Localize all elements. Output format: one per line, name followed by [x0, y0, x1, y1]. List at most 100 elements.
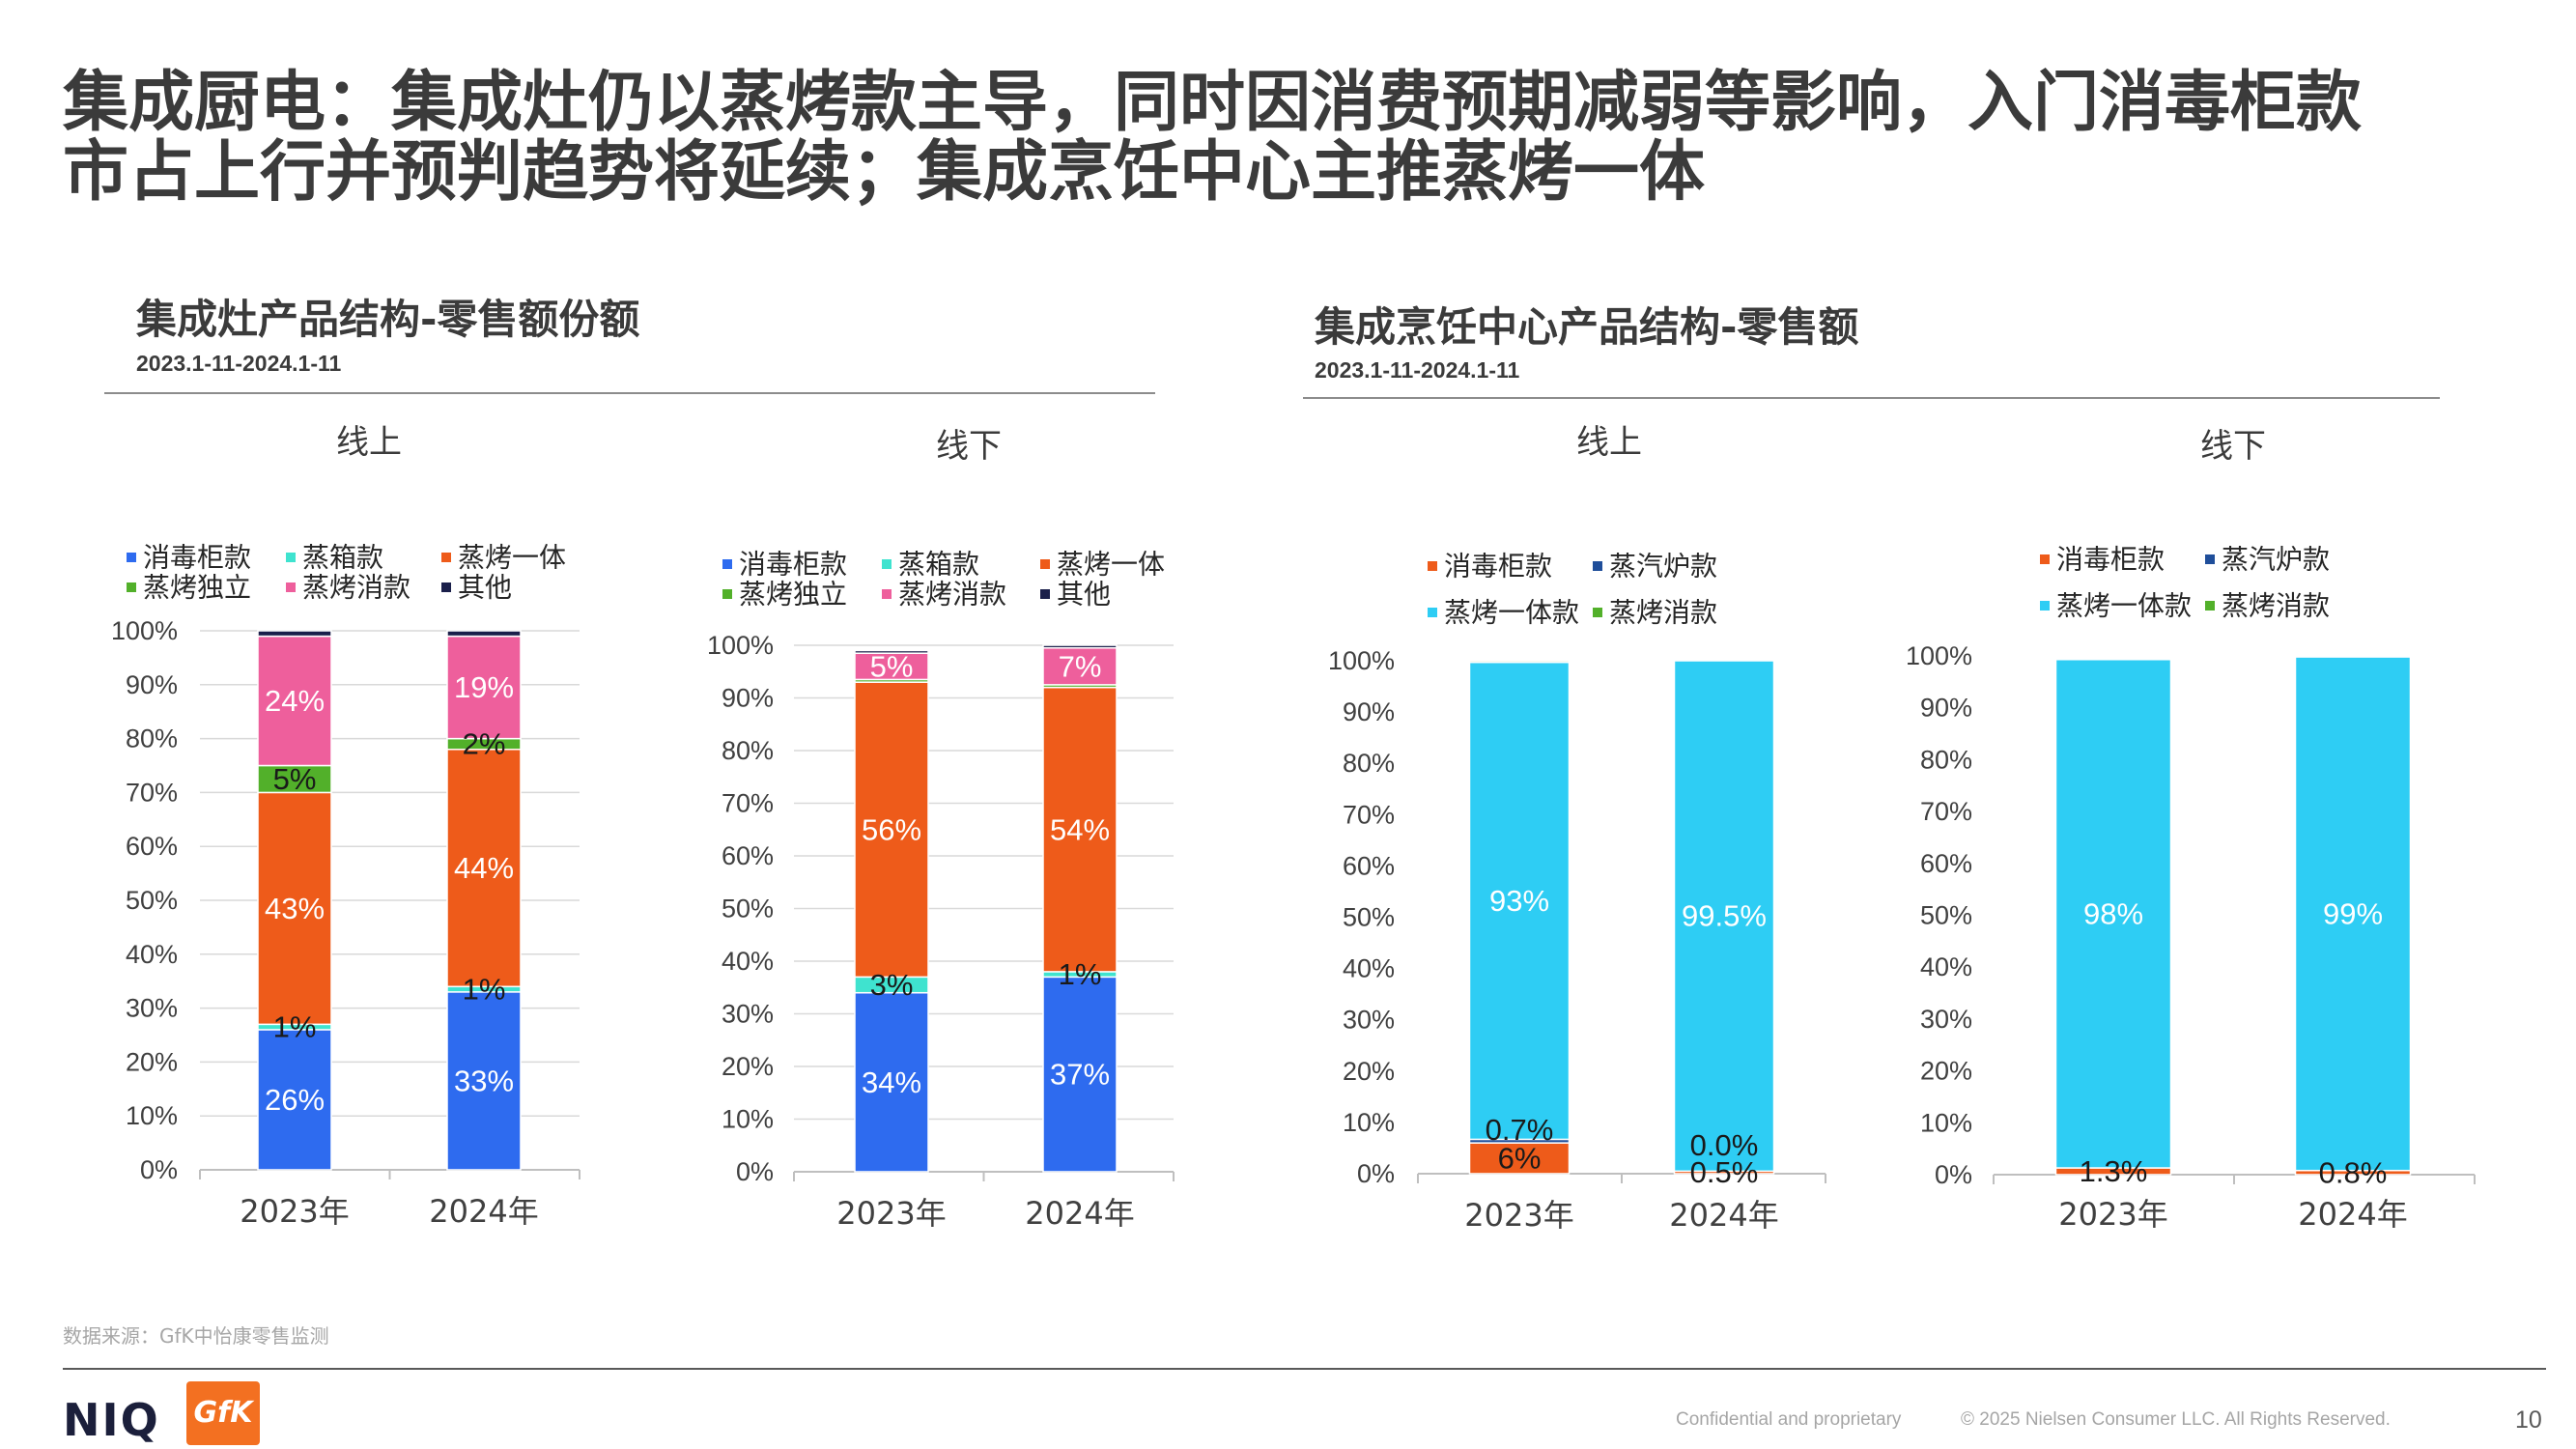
y-tick-label: 0% [736, 1157, 774, 1186]
legend-label: 蒸烤消款 [302, 572, 410, 604]
legend-item: 蒸烤消款 [882, 579, 1006, 611]
legend-swatch [2040, 601, 2050, 611]
y-tick-label: 40% [722, 947, 774, 976]
page-number: 10 [2515, 1406, 2542, 1434]
legend-item: 蒸烤独立 [127, 572, 251, 604]
bars [257, 630, 522, 1171]
y-tick-label: 50% [126, 886, 178, 915]
x-tick-label: 2024年 [1025, 1195, 1134, 1232]
x-tick-label: 2023年 [836, 1195, 946, 1232]
legend-swatch [1428, 608, 1437, 617]
legend-label: 蒸烤一体款 [1444, 597, 1579, 629]
legend-label: 蒸烤独立 [143, 572, 251, 604]
data-label: 0.0% [1690, 1128, 1759, 1162]
axes: 0% 10% 20% 30% 40% 50% 60% 70% 80% 90% 100% 2023年 20… [111, 616, 580, 1230]
legend-item: 其他 [1040, 579, 1111, 611]
legend-label: 消毒柜款 [143, 542, 251, 574]
y-tick-label: 20% [722, 1052, 774, 1081]
y-tick-label: 100% [1906, 641, 1972, 670]
y-tick-label: 20% [126, 1047, 178, 1076]
data-label: 26% [265, 1083, 325, 1117]
data-label: 5% [273, 762, 317, 796]
legend-item: 蒸箱款 [882, 549, 979, 581]
axes: 0% 10% 20% 30% 40% 50% 60% 70% 80% 90% 100% 2023年 20… [707, 631, 1175, 1232]
x-tick-label: 2023年 [1464, 1197, 1573, 1234]
legend-item: 其他 [441, 572, 512, 604]
legend-swatch [1593, 561, 1602, 571]
y-tick-label: 100% [707, 631, 774, 660]
legend-item: 蒸烤一体 [1040, 549, 1165, 581]
bar-segment [1042, 686, 1118, 973]
bar-segment [257, 764, 332, 794]
y-tick-label: 30% [126, 994, 178, 1023]
data-label: 44% [454, 851, 514, 885]
data-label: 33% [454, 1064, 514, 1097]
niq-logo: NIQ [63, 1394, 160, 1446]
bars [1468, 660, 1775, 1175]
data-label: 43% [265, 892, 325, 925]
bars [854, 644, 1118, 1173]
bar-segment [446, 991, 522, 1171]
chart-subtitle-stove-offline: 线下 [936, 427, 1002, 466]
x-tick-label: 2023年 [2058, 1196, 2167, 1233]
data-labels: 1.3% 98% 0.8% 99% [2080, 896, 2388, 1189]
x-tick-label: 2024年 [429, 1193, 538, 1230]
data-label: 34% [862, 1065, 921, 1099]
legend-label: 消毒柜款 [2056, 544, 2165, 576]
data-labels: 26% 1% 43% 5% 24% 33% 1% 44% 2% 19% [265, 670, 514, 1117]
y-tick-label: 100% [1328, 646, 1395, 675]
data-label: 1.3% [2080, 1154, 2148, 1188]
bar-segment [257, 630, 332, 638]
y-tick-label: 0% [1357, 1159, 1395, 1188]
legend-label: 蒸汽炉款 [2222, 544, 2330, 576]
y-tick-label: 60% [722, 841, 774, 870]
legend-item: 消毒柜款 [722, 549, 847, 581]
legend-item: 蒸烤一体款 [2040, 590, 2192, 622]
y-tick-label: 90% [1920, 694, 1972, 723]
stacked-bar-chart-cooking-center-online: 0% 10% 20% 30% 40% 50% 60% 70% 80% 90% 100% 2023年 20… [1328, 551, 1826, 1234]
data-label: 1% [463, 973, 506, 1007]
legend-item: 蒸烤一体款 [1428, 597, 1579, 629]
y-tick-label: 20% [1343, 1057, 1395, 1086]
chart-subtitle-cooking-center-online: 线上 [1576, 423, 1642, 462]
y-tick-label: 40% [1920, 952, 1972, 981]
legend-swatch [1428, 561, 1437, 571]
legend-label: 其他 [458, 572, 512, 604]
data-label: 56% [862, 812, 921, 846]
legend-label: 蒸烤消款 [898, 579, 1006, 611]
y-tick-label: 50% [722, 895, 774, 923]
bar-segment [854, 652, 929, 681]
data-label: 93% [1489, 884, 1549, 918]
legend-item: 蒸烤独立 [722, 579, 847, 611]
y-tick-label: 60% [1920, 849, 1972, 878]
data-source-note: 数据来源：GfK中怡康零售监测 [63, 1324, 329, 1348]
y-tick-label: 30% [1920, 1005, 1972, 1034]
slide-title-line-2: 市占上行并预判趋势将延续；集成烹饪中心主推蒸烤一体 [63, 134, 1706, 211]
section-divider-left [104, 392, 1155, 394]
stacked-bar-chart-stove-offline: 0% 10% 20% 30% 40% 50% 60% 70% 80% 90% 100% 2023年 20… [707, 549, 1175, 1232]
y-tick-label: 0% [1935, 1160, 1972, 1189]
legend-item: 消毒柜款 [1428, 551, 1552, 582]
x-tick-label: 2023年 [240, 1193, 349, 1230]
data-label: 1% [273, 1010, 317, 1044]
legend-item: 蒸汽炉款 [1593, 551, 1717, 582]
data-label: 7% [1059, 649, 1102, 683]
y-tick-label: 90% [126, 670, 178, 699]
y-tick-label: 70% [1343, 800, 1395, 829]
y-tick-label: 10% [1920, 1108, 1972, 1137]
legend-item: 蒸箱款 [286, 542, 383, 574]
legend-label: 蒸烤一体 [1057, 549, 1165, 581]
bar-segment [854, 649, 929, 654]
legend-item: 蒸烤消款 [2205, 590, 2330, 622]
data-label: 1% [1059, 957, 1102, 991]
data-label: 0.8% [2319, 1155, 2388, 1189]
legend-swatch [722, 589, 732, 599]
legend-item: 蒸汽炉款 [2205, 544, 2330, 576]
legend-label: 蒸烤一体 [458, 542, 566, 574]
axes: 0% 10% 20% 30% 40% 50% 60% 70% 80% 90% 100% 2023年 20… [1906, 641, 2476, 1233]
legend-item: 蒸烤消款 [286, 572, 410, 604]
data-label: 98% [2083, 896, 2143, 930]
bar-segment [1468, 660, 1571, 664]
